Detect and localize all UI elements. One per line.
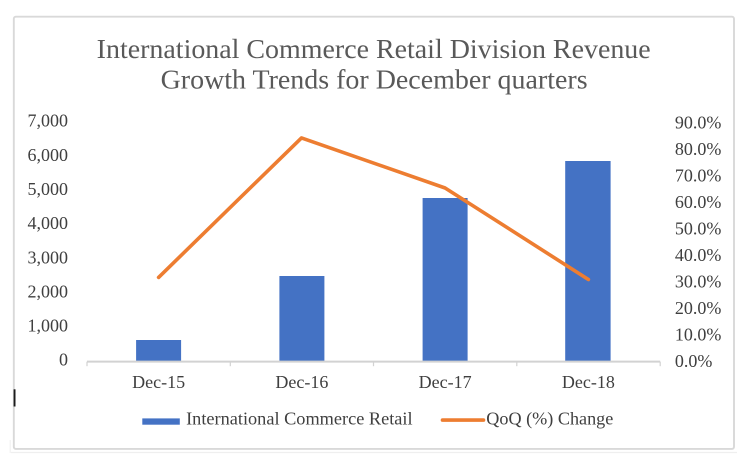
svg-text:QoQ (%) Change: QoQ (%) Change [486, 409, 613, 430]
svg-text:6,000: 6,000 [28, 145, 69, 165]
svg-text:Growth Trends for December qua: Growth Trends for December quarters [161, 64, 588, 95]
svg-text:International Commerce Retail: International Commerce Retail [186, 409, 413, 429]
svg-text:10.0%: 10.0% [675, 325, 722, 345]
svg-text:5,000: 5,000 [28, 179, 69, 199]
svg-text:0: 0 [59, 350, 68, 370]
svg-text:1,000: 1,000 [28, 316, 69, 336]
svg-text:Dec-18: Dec-18 [562, 372, 615, 392]
svg-text:International Commerce Retail: International Commerce Retail Division R… [97, 33, 651, 64]
svg-text:Dec-16: Dec-16 [275, 372, 328, 392]
svg-text:70.0%: 70.0% [675, 165, 722, 185]
svg-text:Dec-17: Dec-17 [419, 372, 472, 392]
svg-text:40.0%: 40.0% [675, 245, 722, 265]
svg-text:4,000: 4,000 [28, 213, 69, 233]
svg-text:60.0%: 60.0% [675, 192, 722, 212]
svg-text:20.0%: 20.0% [675, 298, 722, 318]
svg-text:0.0%: 0.0% [675, 351, 713, 371]
svg-text:30.0%: 30.0% [675, 271, 722, 291]
svg-text:50.0%: 50.0% [675, 218, 722, 238]
svg-text:80.0%: 80.0% [675, 139, 722, 159]
svg-text:90.0%: 90.0% [675, 112, 722, 132]
svg-text:2,000: 2,000 [28, 281, 69, 301]
svg-text:7,000: 7,000 [28, 111, 69, 131]
svg-text:Dec-15: Dec-15 [132, 372, 185, 392]
svg-text:3,000: 3,000 [28, 247, 69, 267]
